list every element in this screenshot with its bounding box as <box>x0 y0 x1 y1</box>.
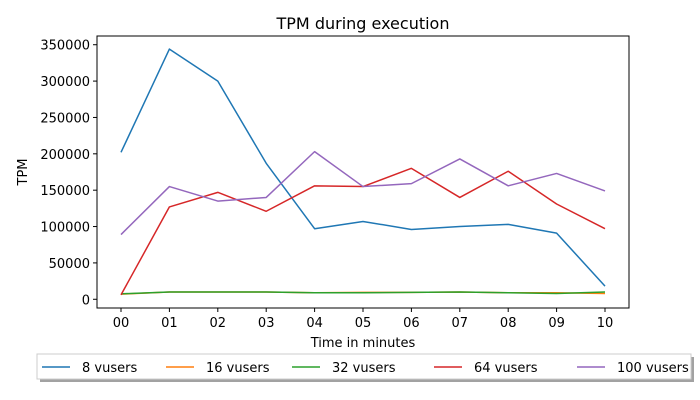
legend-items: 8 vusers 16 vusers 32 vusers 64 vusers 100 v… <box>42 361 689 376</box>
x-tick-label: 08 <box>500 316 517 331</box>
y-tick-label: 100000 <box>40 221 90 236</box>
y-tick-label: 350000 <box>40 39 90 54</box>
y-tick-label: 250000 <box>40 111 90 126</box>
x-axis-title: Time in minutes <box>310 336 416 351</box>
x-tick-label: 10 <box>597 316 614 331</box>
y-tick-label: 50000 <box>49 257 90 272</box>
x-tick-label: 07 <box>452 316 469 331</box>
series-line-32-vusers <box>120 291 606 295</box>
y-axis-ticks: 0 50000 100000 150000 200000 250000 300000 3500… <box>40 39 97 308</box>
legend-item-64-vusers: 64 vusers <box>434 361 538 376</box>
legend-item-32-vusers: 32 vusers <box>292 361 396 376</box>
series-line-8-vusers <box>120 48 606 287</box>
y-tick-label: 300000 <box>40 75 90 90</box>
series-line-64-vusers <box>120 167 606 296</box>
x-tick-label: 03 <box>258 316 275 331</box>
legend-label: 100 vusers <box>617 361 689 376</box>
y-tick-label: 0 <box>82 293 90 308</box>
legend-item-16-vusers: 16 vusers <box>166 361 270 376</box>
x-tick-label: 00 <box>113 316 130 331</box>
y-axis-title: TPM <box>16 159 31 187</box>
legend: 8 vusers 16 vusers 32 vusers 64 vusers 100 v… <box>36 353 694 382</box>
legend-label: 8 vusers <box>82 361 137 376</box>
x-tick-label: 04 <box>306 316 323 331</box>
series-lines-layer <box>120 48 606 296</box>
legend-label: 32 vusers <box>332 361 396 376</box>
legend-item-100-vusers: 100 vusers <box>577 361 689 376</box>
x-tick-label: 06 <box>403 316 420 331</box>
x-tick-label: 05 <box>355 316 372 331</box>
x-tick-label: 02 <box>210 316 227 331</box>
chart-title: TPM during execution <box>276 14 450 33</box>
legend-label: 64 vusers <box>474 361 538 376</box>
plot-area-frame <box>96 35 630 309</box>
y-tick-label: 200000 <box>40 148 90 163</box>
x-axis-ticks: 00 01 02 03 04 05 06 07 08 09 10 <box>113 308 614 331</box>
x-tick-label: 01 <box>161 316 178 331</box>
x-tick-label: 09 <box>548 316 565 331</box>
y-tick-label: 150000 <box>40 184 90 199</box>
series-line-100-vusers <box>120 150 606 236</box>
legend-item-8-vusers: 8 vusers <box>42 361 137 376</box>
legend-label: 16 vusers <box>206 361 270 376</box>
